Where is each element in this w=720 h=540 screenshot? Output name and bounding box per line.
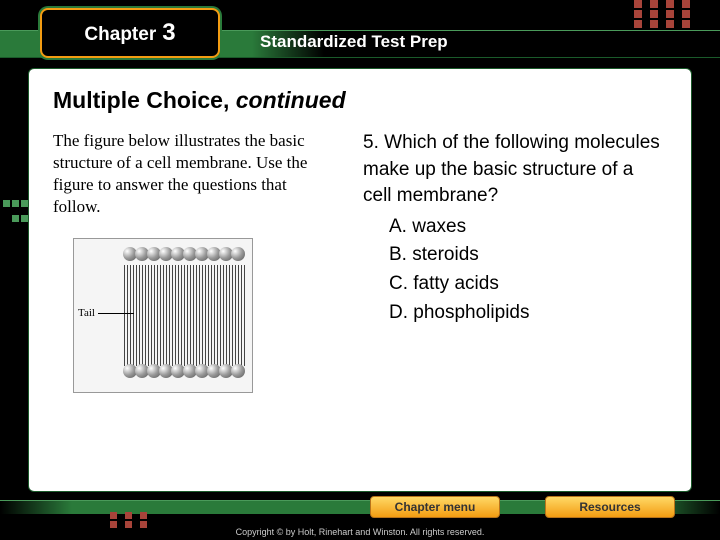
question-stem: 5. Which of the following molecules make…	[363, 130, 667, 210]
membrane-figure: Tail	[73, 238, 253, 393]
figure-label-tail: Tail	[78, 307, 95, 319]
section-title: Standardized Test Prep	[260, 32, 448, 52]
resources-button[interactable]: Resources	[545, 496, 675, 518]
option-a: A. waxes	[389, 214, 667, 241]
chapter-label: Chapter3	[84, 19, 175, 47]
copyright-text: Copyright © by Holt, Rinehart and Winsto…	[0, 527, 720, 537]
chapter-number: 3	[162, 19, 175, 46]
option-c: C. fatty acids	[389, 271, 667, 298]
bottom-decorative-squares	[110, 512, 147, 528]
option-d: D. phospholipids	[389, 300, 667, 327]
content-panel: Multiple Choice, continued The figure be…	[28, 68, 692, 492]
chapter-tab: Chapter3	[40, 8, 220, 58]
instruction-text: The figure below illustrates the basic s…	[53, 130, 333, 218]
page-heading: Multiple Choice, continued	[53, 87, 667, 114]
chapter-menu-button[interactable]: Chapter menu	[370, 496, 500, 518]
top-decorative-squares	[634, 0, 690, 28]
left-decorative-squares	[0, 200, 28, 222]
option-b: B. steroids	[389, 242, 667, 269]
question-5: 5. Which of the following molecules make…	[363, 130, 667, 326]
